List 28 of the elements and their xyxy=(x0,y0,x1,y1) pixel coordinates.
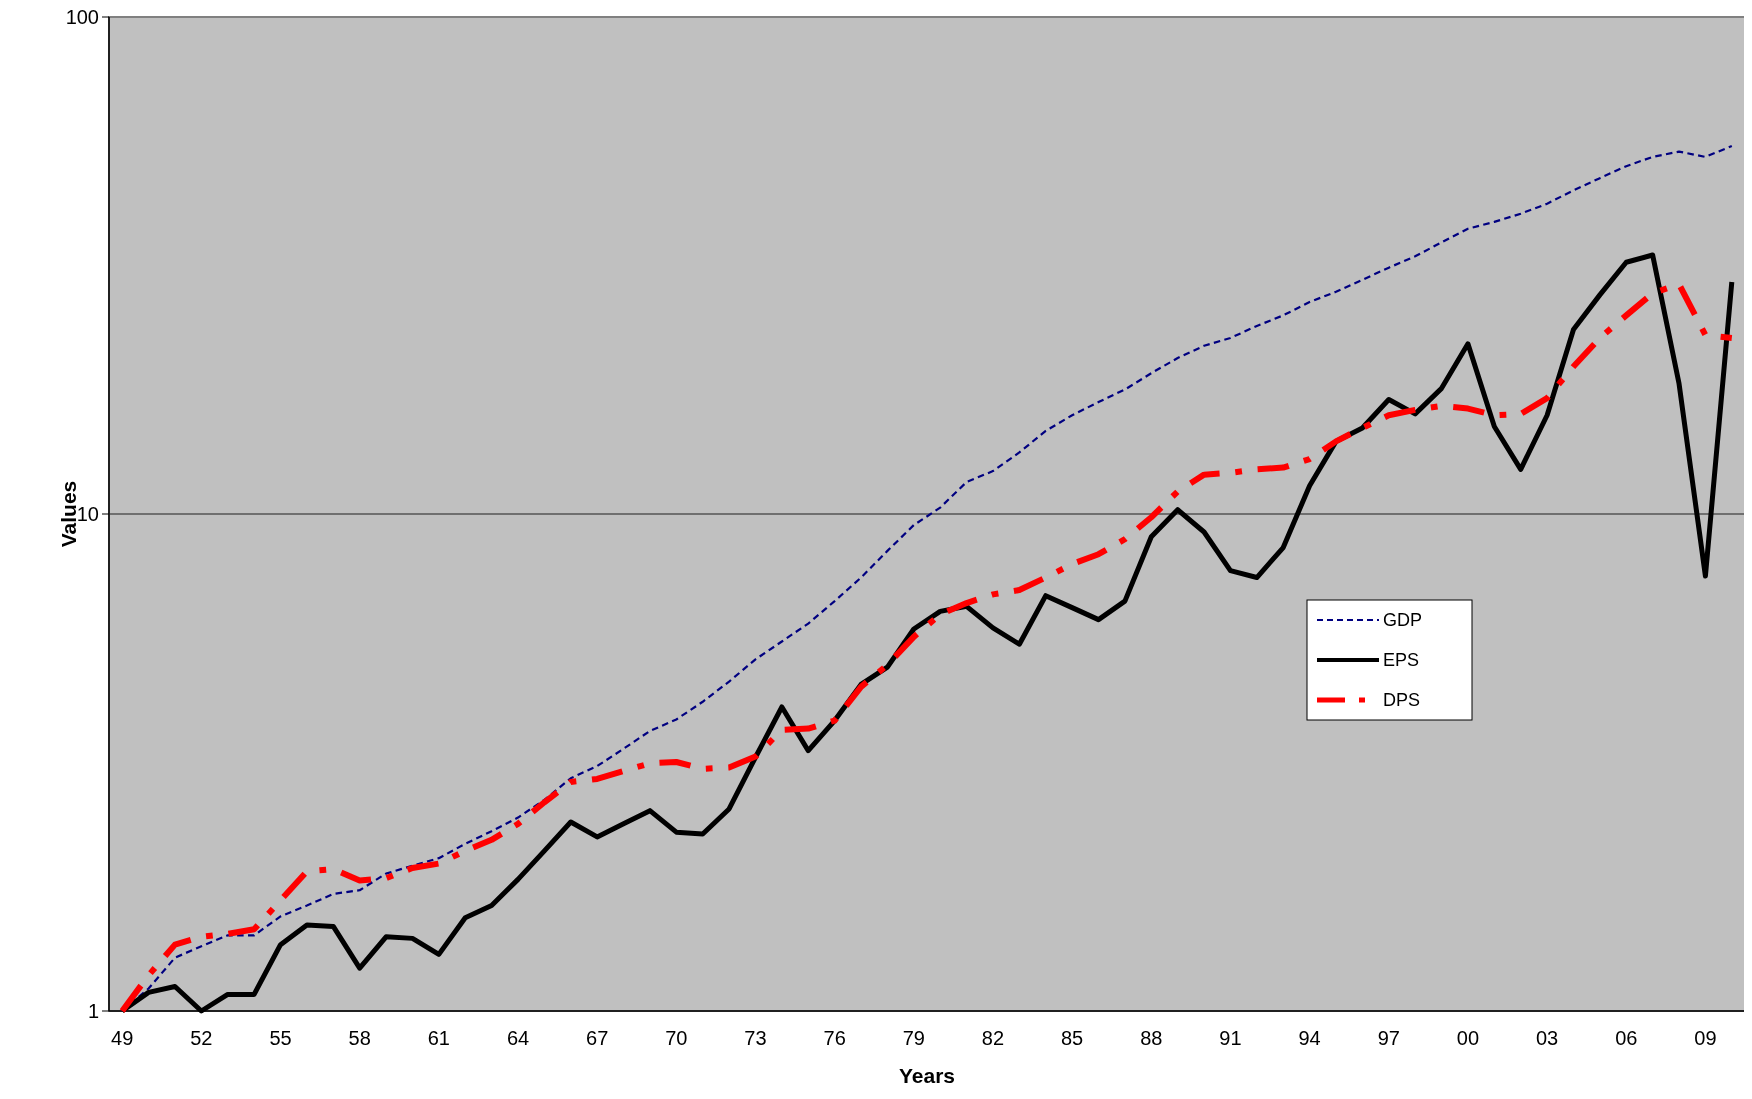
x-tick-label: 91 xyxy=(1219,1027,1242,1049)
x-tick-label: 97 xyxy=(1377,1027,1400,1049)
x-tick-label: 67 xyxy=(586,1027,609,1049)
x-axis-title: Years xyxy=(898,1064,956,1087)
x-tick-label: 64 xyxy=(506,1027,530,1049)
legend-label: EPS xyxy=(1383,650,1420,671)
x-tick-label: 00 xyxy=(1456,1027,1480,1049)
x-tick-label: 85 xyxy=(1061,1027,1084,1049)
x-tick-label: 58 xyxy=(348,1027,371,1049)
x-tick-label: 70 xyxy=(665,1027,688,1049)
x-tick-label: 82 xyxy=(981,1027,1005,1049)
x-tick-label: 06 xyxy=(1615,1027,1638,1049)
y-tick-label: 100 xyxy=(65,6,99,28)
x-tick-label: 94 xyxy=(1298,1027,1321,1049)
y-tick-label: 1 xyxy=(87,1000,99,1022)
x-tick-label: 52 xyxy=(190,1027,213,1049)
x-tick-label: 09 xyxy=(1694,1027,1717,1049)
x-tick-label: 49 xyxy=(111,1027,134,1049)
legend-label: GDP xyxy=(1383,610,1423,631)
x-tick-label: 76 xyxy=(823,1027,846,1049)
legend-label: DPS xyxy=(1383,690,1421,711)
x-tick-label: 03 xyxy=(1535,1027,1559,1049)
x-tick-label: 88 xyxy=(1140,1027,1163,1049)
x-tick-label: 55 xyxy=(269,1027,292,1049)
x-tick-label: 73 xyxy=(744,1027,767,1049)
x-tick-label: 79 xyxy=(902,1027,925,1049)
y-tick-label: 10 xyxy=(76,503,99,525)
x-tick-label: 61 xyxy=(427,1027,450,1049)
